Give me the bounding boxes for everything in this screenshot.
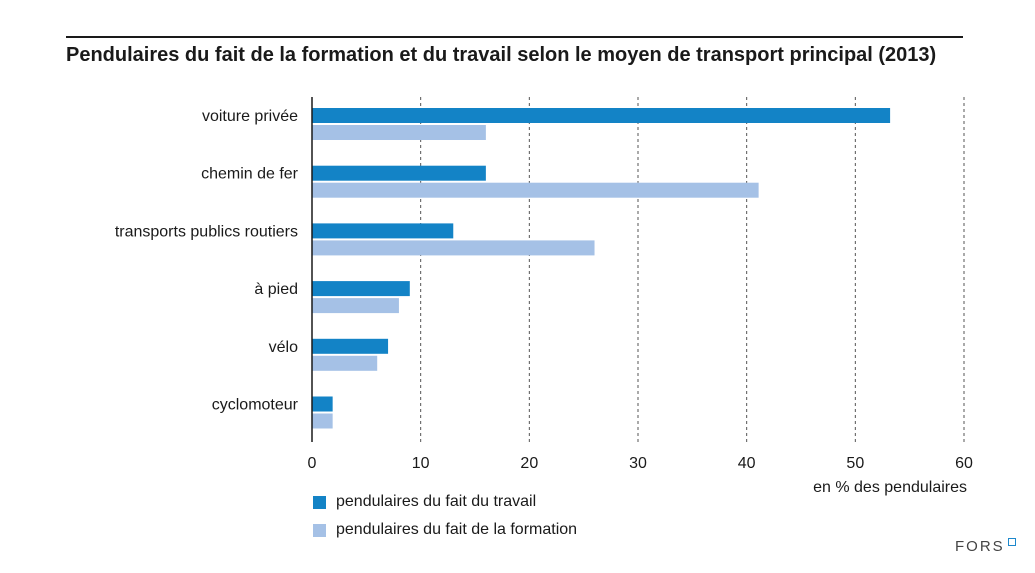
fors-logo: FORS xyxy=(955,538,1016,555)
legend-swatch-formation xyxy=(313,523,326,537)
bar-travail-4 xyxy=(312,338,389,354)
legend-swatch-travail xyxy=(313,495,326,509)
x-tick-60: 60 xyxy=(955,455,973,472)
category-labels: voiture privée chemin de fer transports pu… xyxy=(115,108,299,414)
bar-travail-1 xyxy=(312,165,486,181)
bar-formation-2 xyxy=(312,240,595,256)
category-label-5: cyclomoteur xyxy=(212,397,299,414)
bar-formation-3 xyxy=(312,298,399,314)
legend: pendulaires du fait du travail pendulair… xyxy=(313,488,577,544)
bar-formation-0 xyxy=(312,125,486,140)
x-tick-0: 0 xyxy=(308,455,317,472)
x-tick-20: 20 xyxy=(520,455,538,472)
legend-item-travail: pendulaires du fait du travail xyxy=(313,488,577,516)
category-label-2: transports publics routiers xyxy=(115,223,298,240)
category-label-0: voiture privée xyxy=(202,108,298,125)
x-tick-50: 50 xyxy=(846,455,864,472)
legend-label-travail: pendulaires du fait du travail xyxy=(336,493,537,510)
x-tick-40: 40 xyxy=(738,455,756,472)
bar-formation-5 xyxy=(312,413,333,429)
brand-dot-icon xyxy=(1007,538,1016,546)
x-axis-title: en % des pendulaires xyxy=(813,479,967,496)
bar-travail-3 xyxy=(312,281,410,297)
bar-travail-0 xyxy=(312,108,891,123)
x-tick-labels: 0 10 20 30 40 50 60 xyxy=(308,455,973,472)
title-rule xyxy=(66,36,963,38)
bars xyxy=(312,108,891,429)
legend-label-formation: pendulaires du fait de la formation xyxy=(336,521,578,538)
legend-item-formation: pendulaires du fait de la formation xyxy=(313,516,577,544)
chart-title: Pendulaires du fait de la formation et d… xyxy=(66,44,937,66)
x-tick-10: 10 xyxy=(412,455,430,472)
category-label-3: à pied xyxy=(254,281,298,298)
brand-name: FORS xyxy=(955,538,1005,555)
bar-formation-1 xyxy=(312,182,759,198)
bar-travail-5 xyxy=(312,396,333,412)
x-tick-30: 30 xyxy=(629,455,647,472)
bar-formation-4 xyxy=(312,355,378,371)
bar-travail-2 xyxy=(312,223,454,239)
category-label-1: chemin de fer xyxy=(201,166,299,183)
category-label-4: vélo xyxy=(269,339,298,356)
grid-lines xyxy=(420,97,965,442)
